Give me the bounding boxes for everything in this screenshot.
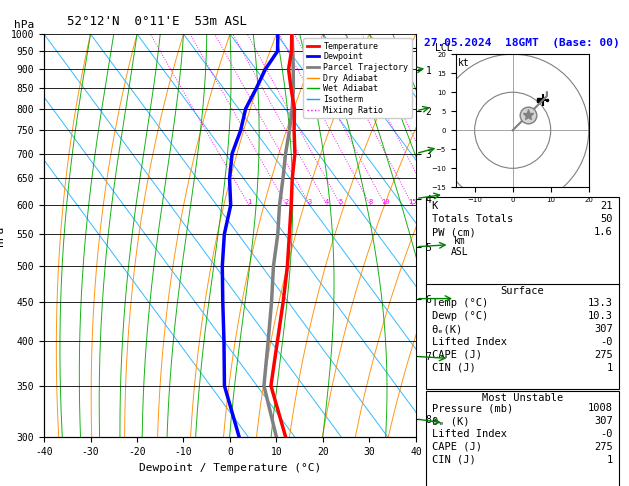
FancyBboxPatch shape bbox=[426, 197, 619, 288]
Text: Dewp (°C): Dewp (°C) bbox=[431, 311, 488, 321]
Text: 1: 1 bbox=[606, 363, 613, 373]
Text: kt: kt bbox=[459, 58, 470, 68]
Text: Totals Totals: Totals Totals bbox=[431, 214, 513, 225]
Text: CIN (J): CIN (J) bbox=[431, 363, 476, 373]
Text: 15: 15 bbox=[408, 199, 417, 205]
Text: -0: -0 bbox=[600, 337, 613, 347]
Text: 1: 1 bbox=[606, 455, 613, 465]
Text: 52°12'N  0°11'E  53m ASL: 52°12'N 0°11'E 53m ASL bbox=[67, 15, 247, 28]
Text: 307: 307 bbox=[594, 324, 613, 334]
FancyBboxPatch shape bbox=[426, 391, 619, 486]
Text: -0: -0 bbox=[600, 429, 613, 439]
Text: CAPE (J): CAPE (J) bbox=[431, 350, 482, 360]
Text: 1: 1 bbox=[247, 199, 251, 205]
Text: θₑ (K): θₑ (K) bbox=[431, 416, 469, 426]
Text: 2: 2 bbox=[284, 199, 289, 205]
Text: 275: 275 bbox=[594, 350, 613, 360]
Text: 275: 275 bbox=[594, 442, 613, 452]
Text: 3: 3 bbox=[308, 199, 312, 205]
Text: hPa: hPa bbox=[14, 20, 35, 30]
Text: 4: 4 bbox=[325, 199, 329, 205]
Text: CIN (J): CIN (J) bbox=[431, 455, 476, 465]
X-axis label: Dewpoint / Temperature (°C): Dewpoint / Temperature (°C) bbox=[139, 463, 321, 473]
Text: 21: 21 bbox=[600, 201, 613, 211]
Text: Temp (°C): Temp (°C) bbox=[431, 298, 488, 308]
Text: 50: 50 bbox=[600, 214, 613, 225]
Text: LCL: LCL bbox=[435, 43, 452, 52]
Text: CAPE (J): CAPE (J) bbox=[431, 442, 482, 452]
FancyBboxPatch shape bbox=[426, 284, 619, 389]
Text: 13.3: 13.3 bbox=[587, 298, 613, 308]
Text: PW (cm): PW (cm) bbox=[431, 227, 476, 237]
Text: Surface: Surface bbox=[500, 286, 544, 296]
Text: 307: 307 bbox=[594, 416, 613, 426]
Text: 5: 5 bbox=[338, 199, 343, 205]
Text: 1.6: 1.6 bbox=[594, 227, 613, 237]
Text: Pressure (mb): Pressure (mb) bbox=[431, 403, 513, 413]
Text: 10.3: 10.3 bbox=[587, 311, 613, 321]
Y-axis label: km
ASL: km ASL bbox=[450, 236, 468, 257]
Text: Lifted Index: Lifted Index bbox=[431, 429, 507, 439]
Text: K: K bbox=[431, 201, 438, 211]
Text: 10: 10 bbox=[381, 199, 389, 205]
Text: Lifted Index: Lifted Index bbox=[431, 337, 507, 347]
Text: 27.05.2024  18GMT  (Base: 00): 27.05.2024 18GMT (Base: 00) bbox=[425, 38, 620, 48]
Text: 1008: 1008 bbox=[587, 403, 613, 413]
Text: θₑ(K): θₑ(K) bbox=[431, 324, 463, 334]
Text: Most Unstable: Most Unstable bbox=[482, 393, 563, 403]
Legend: Temperature, Dewpoint, Parcel Trajectory, Dry Adiabat, Wet Adiabat, Isotherm, Mi: Temperature, Dewpoint, Parcel Trajectory… bbox=[303, 38, 412, 118]
Y-axis label: hPa: hPa bbox=[0, 226, 5, 246]
Text: 8: 8 bbox=[369, 199, 372, 205]
